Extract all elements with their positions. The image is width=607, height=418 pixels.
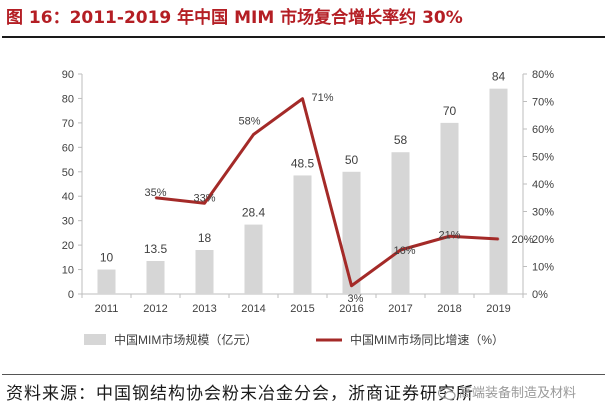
growth-value-label: 21% [438, 229, 460, 241]
y-left-tick-label: 70 [62, 118, 74, 130]
bar-2015 [293, 175, 312, 294]
y-left-tick-label: 0 [68, 289, 74, 301]
growth-value-label: 20% [511, 234, 533, 246]
bar-value-label: 70 [443, 104, 457, 118]
watermark: 高端装备制造及材料 [438, 382, 606, 406]
bar-2013 [195, 250, 214, 294]
growth-value-label: 3% [348, 293, 364, 305]
bar-value-label: 18 [198, 231, 212, 245]
y-right-tick-label: 40% [532, 179, 554, 191]
y-left-tick-label: 40 [62, 191, 74, 203]
y-left-tick-label: 80 [62, 93, 74, 105]
y-left-tick-label: 30 [62, 216, 74, 228]
x-tick-label: 2018 [437, 303, 461, 315]
y-left-tick-label: 10 [62, 265, 74, 277]
bar-2017 [391, 152, 410, 294]
growth-point-2015 [301, 97, 304, 100]
x-tick-label: 2015 [290, 303, 314, 315]
x-tick-label: 2017 [388, 303, 412, 315]
bar-value-label: 28.4 [242, 206, 266, 220]
source-divider [2, 374, 605, 375]
x-tick-label: 2012 [143, 303, 167, 315]
growth-point-2014 [252, 133, 255, 136]
line-series [154, 97, 500, 288]
chart-legend: 中国MIM市场规模（亿元） 中国MIM市场同比增速（%） [84, 332, 504, 347]
y-right-tick-label: 70% [532, 97, 554, 109]
y-left-tick-label: 60 [62, 142, 74, 154]
bar-value-label: 48.5 [291, 156, 315, 170]
source-note: 资料来源：中国钢结构协会粉末冶金分会，浙商证券研究所 [6, 384, 474, 404]
legend-swatch-bar [84, 334, 106, 345]
bar-value-label: 10 [100, 251, 114, 265]
bar-value-label: 58 [394, 133, 408, 147]
growth-point-2018 [448, 235, 451, 238]
bar-value-label: 13.5 [144, 242, 168, 256]
growth-value-label: 35% [144, 187, 166, 199]
figure-title: 图 16：2011-2019 年中国 MIM 市场复合增长率约 30% [6, 8, 463, 28]
y-left-tick-label: 50 [62, 167, 74, 179]
title-divider [2, 36, 605, 38]
growth-point-2017 [399, 249, 402, 251]
bar-2018 [440, 122, 459, 294]
growth-value-label: 58% [238, 116, 260, 128]
growth-line [155, 97, 499, 288]
chat-bubble-icon [438, 386, 456, 400]
growth-value-label: 33% [193, 192, 215, 204]
growth-point-2013 [203, 202, 206, 205]
bar-value-label: 84 [492, 70, 506, 84]
x-tick-label: 2016 [339, 303, 363, 315]
bar-2016 [342, 171, 361, 294]
growth-value-label: 16% [393, 245, 415, 257]
y-right-tick-label: 0% [532, 289, 548, 301]
y-right-tick-label: 60% [532, 124, 554, 136]
x-tick-label: 2019 [486, 303, 510, 315]
bar-2011 [97, 269, 116, 294]
legend-label-bar: 中国MIM市场规模（亿元） [114, 332, 257, 347]
y-left-tick-label: 90 [62, 69, 74, 81]
growth-point-2012 [154, 196, 157, 199]
y-right-tick-label: 10% [532, 262, 554, 274]
chart-axes: 0 10 20 30 40 50 60 70 80 90 0% 10% 20% 30% 40% 50% 60% 7… [62, 69, 554, 315]
growth-point-2019 [497, 238, 500, 240]
bar-2014 [244, 224, 263, 294]
x-tick-label: 2011 [95, 303, 119, 315]
legend-label-line: 中国MIM市场同比增速（%） [350, 332, 504, 347]
bar-2019 [489, 88, 508, 294]
y-left-tick-label: 20 [62, 240, 74, 252]
data-labels: 10 13.5 18 28.4 48.5 50 58 70 84 35% 33% 58% 71% 3% 16… [100, 70, 534, 305]
bar-2012 [146, 261, 165, 294]
growth-point-2016 [350, 284, 353, 287]
y-right-tick-label: 80% [532, 69, 554, 81]
growth-value-label: 71% [311, 92, 333, 104]
bar-value-label: 50 [345, 153, 359, 167]
watermark-text: 高端装备制造及材料 [459, 386, 577, 401]
x-tick-label: 2014 [241, 303, 265, 315]
y-right-tick-label: 50% [532, 152, 554, 164]
y-right-tick-label: 30% [532, 207, 554, 219]
chart: 0 10 20 30 40 50 60 70 80 90 0% 10% 20% 30% 40% 50% 60% 7… [62, 69, 554, 347]
bar-series [97, 88, 508, 294]
y-right-tick-label: 20% [532, 234, 554, 246]
x-tick-label: 2013 [192, 303, 216, 315]
